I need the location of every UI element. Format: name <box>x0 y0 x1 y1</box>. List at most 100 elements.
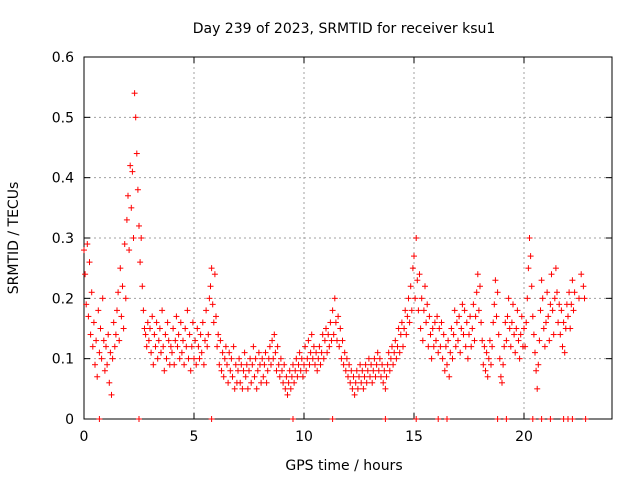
data-point <box>115 289 122 296</box>
data-point <box>493 313 500 320</box>
data-point <box>205 331 212 338</box>
data-point <box>533 367 540 374</box>
data-point <box>473 289 480 296</box>
data-point <box>273 367 280 374</box>
data-point <box>543 319 549 326</box>
data-point <box>497 373 504 380</box>
data-point <box>98 355 105 362</box>
data-point <box>261 361 268 368</box>
x-tick-label: 10 <box>295 429 313 445</box>
data-point <box>283 373 290 380</box>
data-point <box>534 385 541 392</box>
data-point <box>503 416 510 422</box>
data-point <box>152 343 159 350</box>
data-point <box>448 325 455 332</box>
data-point <box>319 331 326 338</box>
data-point <box>334 337 340 344</box>
data-point <box>447 349 454 356</box>
data-point <box>435 349 442 356</box>
data-point <box>387 355 394 362</box>
data-point <box>187 367 194 374</box>
data-point <box>323 325 329 332</box>
data-point <box>302 343 309 350</box>
data-point <box>480 361 487 368</box>
data-point <box>198 349 205 356</box>
data-point <box>309 355 316 362</box>
data-point <box>521 325 527 332</box>
data-point <box>528 283 535 290</box>
data-point <box>475 307 482 314</box>
data-point <box>227 367 234 374</box>
data-point <box>184 307 191 314</box>
y-tick-label: 0 <box>65 412 74 428</box>
axis-ticks: 0 0.1 0.2 0.3 0.4 0.5 0.6 0 5 10 15 20 <box>52 50 612 445</box>
data-point <box>237 379 244 386</box>
data-point <box>549 307 556 314</box>
data-point <box>97 325 104 332</box>
data-point <box>109 355 116 362</box>
data-point <box>244 385 251 392</box>
data-point <box>441 367 448 374</box>
data-point <box>340 361 347 368</box>
data-point <box>252 355 259 362</box>
data-point <box>483 349 490 356</box>
data-point <box>350 373 357 380</box>
data-point <box>358 379 365 386</box>
data-point <box>254 367 261 374</box>
data-point <box>568 301 575 308</box>
data-point <box>396 349 403 356</box>
data-point <box>468 343 475 350</box>
data-point <box>180 337 186 344</box>
data-point <box>341 349 348 356</box>
data-point <box>478 319 485 326</box>
data-point <box>450 331 457 338</box>
data-point <box>489 343 496 350</box>
data-point <box>416 271 423 278</box>
data-point <box>367 373 373 380</box>
data-point <box>470 301 477 308</box>
data-point <box>169 349 175 356</box>
data-point <box>268 361 274 368</box>
data-point <box>214 343 221 350</box>
data-point <box>111 343 118 350</box>
data-point <box>418 295 425 302</box>
data-point <box>150 361 157 368</box>
data-point <box>93 337 100 344</box>
data-point <box>284 391 291 398</box>
data-point <box>546 337 553 344</box>
data-point <box>570 307 577 314</box>
data-point <box>240 367 247 374</box>
data-point <box>209 301 216 308</box>
data-point <box>472 313 479 320</box>
data-point <box>382 385 389 392</box>
data-point <box>469 325 476 332</box>
data-point <box>148 349 155 356</box>
data-point <box>383 373 390 380</box>
data-point <box>364 367 371 374</box>
data-point <box>224 361 230 368</box>
data-point <box>131 90 138 97</box>
data-point <box>406 319 413 326</box>
data-point <box>523 319 530 326</box>
data-point <box>159 307 166 314</box>
data-point <box>551 295 558 302</box>
data-point <box>297 367 304 374</box>
data-point <box>204 343 211 350</box>
data-point <box>560 319 567 326</box>
data-point <box>313 349 320 356</box>
data-point <box>525 265 532 272</box>
data-point <box>349 385 356 392</box>
y-tick-label: 0.3 <box>52 231 74 247</box>
data-point <box>394 343 401 350</box>
data-point <box>208 416 215 422</box>
data-point <box>242 373 249 380</box>
x-tick-label: 5 <box>190 429 199 445</box>
data-point <box>431 319 438 326</box>
data-point <box>462 343 469 350</box>
data-point <box>185 355 192 362</box>
data-point <box>471 337 478 344</box>
data-point <box>182 325 189 332</box>
data-point <box>501 343 508 350</box>
data-point <box>580 283 587 290</box>
data-point <box>411 253 417 260</box>
